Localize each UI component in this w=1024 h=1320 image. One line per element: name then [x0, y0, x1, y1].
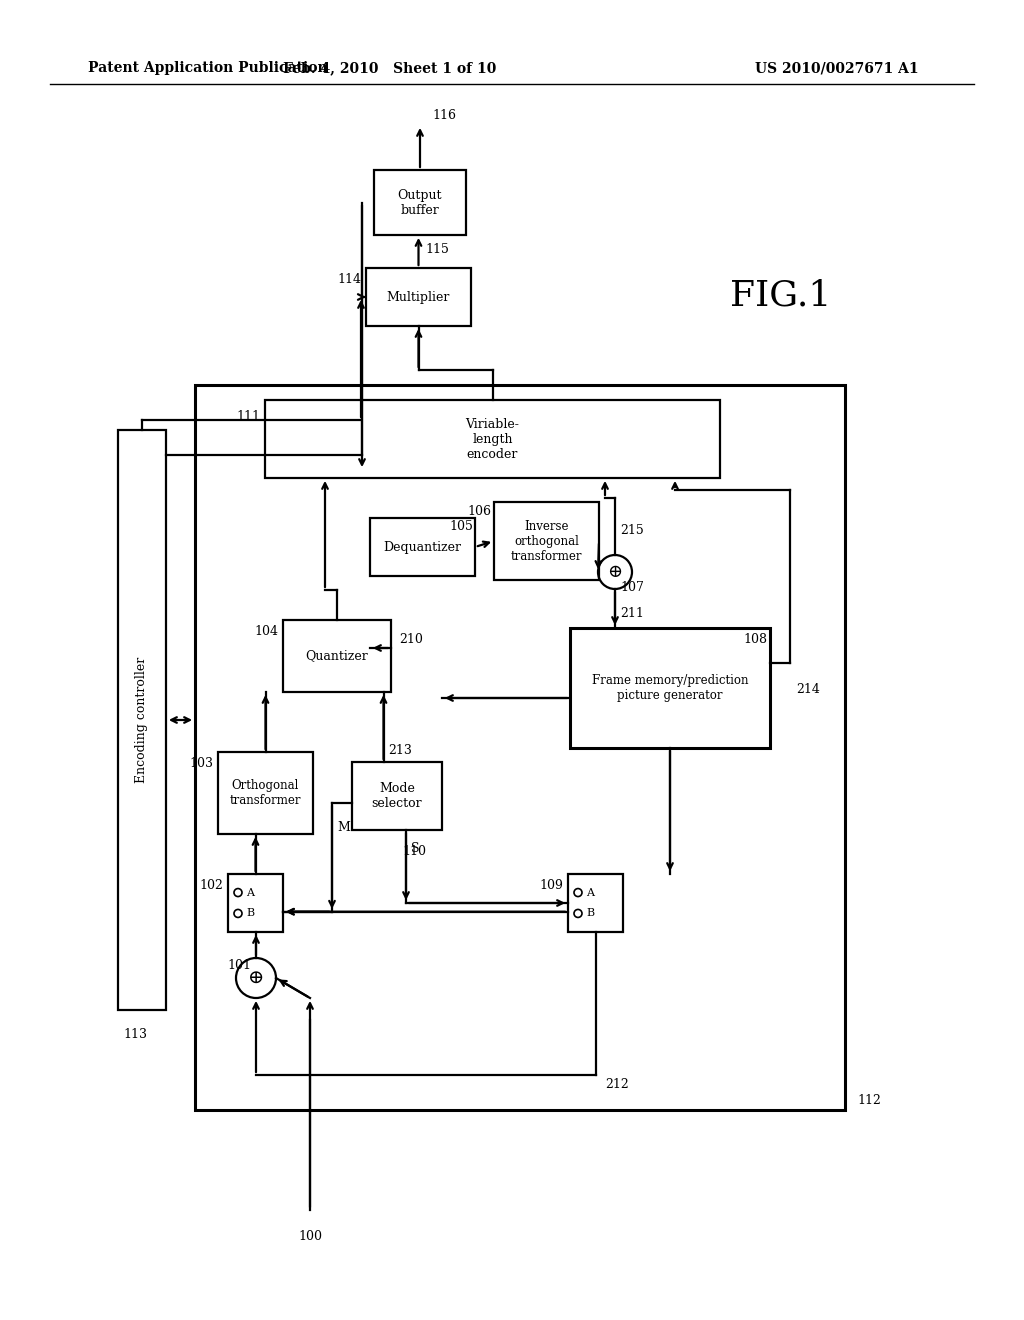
- Text: 112: 112: [857, 1093, 881, 1106]
- Bar: [228, 874, 283, 932]
- Text: 100: 100: [298, 1230, 322, 1243]
- Text: Inverse
orthogonal
transformer: Inverse orthogonal transformer: [511, 520, 583, 562]
- Bar: [374, 170, 466, 235]
- Text: 110: 110: [402, 845, 426, 858]
- Text: 113: 113: [123, 1028, 147, 1041]
- Text: 103: 103: [189, 756, 213, 770]
- Bar: [283, 620, 391, 692]
- Text: Feb. 4, 2010   Sheet 1 of 10: Feb. 4, 2010 Sheet 1 of 10: [284, 61, 497, 75]
- Text: Multiplier: Multiplier: [387, 290, 451, 304]
- Bar: [366, 268, 471, 326]
- Text: 109: 109: [539, 879, 563, 892]
- Text: Quantizer: Quantizer: [305, 649, 369, 663]
- Text: US 2010/0027671 A1: US 2010/0027671 A1: [755, 61, 919, 75]
- Bar: [118, 430, 166, 1010]
- Text: Frame memory/prediction
picture generator: Frame memory/prediction picture generato…: [592, 675, 749, 702]
- Text: 210: 210: [399, 634, 423, 645]
- Text: ⊕: ⊕: [248, 969, 264, 987]
- Text: 211: 211: [620, 607, 644, 620]
- Text: 114: 114: [337, 273, 361, 286]
- Text: Orthogonal
transformer: Orthogonal transformer: [229, 779, 301, 807]
- Bar: [195, 385, 845, 1110]
- Text: Mode
selector: Mode selector: [372, 781, 422, 810]
- Text: Encoding controller: Encoding controller: [135, 657, 148, 783]
- Bar: [494, 502, 599, 579]
- Bar: [370, 517, 475, 576]
- Text: Output
buffer: Output buffer: [397, 189, 442, 216]
- Bar: [265, 400, 720, 478]
- Text: A: A: [586, 887, 594, 898]
- Text: 116: 116: [432, 110, 456, 121]
- Text: Viriable-
length
encoder: Viriable- length encoder: [466, 417, 519, 461]
- Bar: [218, 752, 313, 834]
- Text: 105: 105: [450, 520, 473, 533]
- Text: FIG.1: FIG.1: [730, 279, 831, 312]
- Text: A: A: [246, 887, 254, 898]
- Text: 104: 104: [254, 624, 278, 638]
- Text: 111: 111: [236, 411, 260, 422]
- Text: 102: 102: [199, 879, 223, 892]
- Text: B: B: [586, 908, 594, 919]
- Text: Patent Application Publication: Patent Application Publication: [88, 61, 328, 75]
- Text: B: B: [246, 908, 254, 919]
- Text: 101: 101: [227, 960, 251, 972]
- Text: 214: 214: [796, 682, 820, 696]
- Text: 107: 107: [620, 581, 644, 594]
- Text: 212: 212: [605, 1078, 630, 1092]
- Text: 215: 215: [620, 524, 644, 537]
- Text: 106: 106: [467, 506, 490, 517]
- Bar: [570, 628, 770, 748]
- Text: Dequantizer: Dequantizer: [384, 540, 462, 553]
- Text: M: M: [338, 821, 350, 834]
- Text: 108: 108: [743, 634, 767, 645]
- Bar: [352, 762, 442, 830]
- Bar: [568, 874, 623, 932]
- Text: S: S: [411, 842, 420, 855]
- Text: 213: 213: [388, 744, 413, 756]
- Text: ⊕: ⊕: [607, 564, 623, 581]
- Text: 115: 115: [425, 243, 449, 256]
